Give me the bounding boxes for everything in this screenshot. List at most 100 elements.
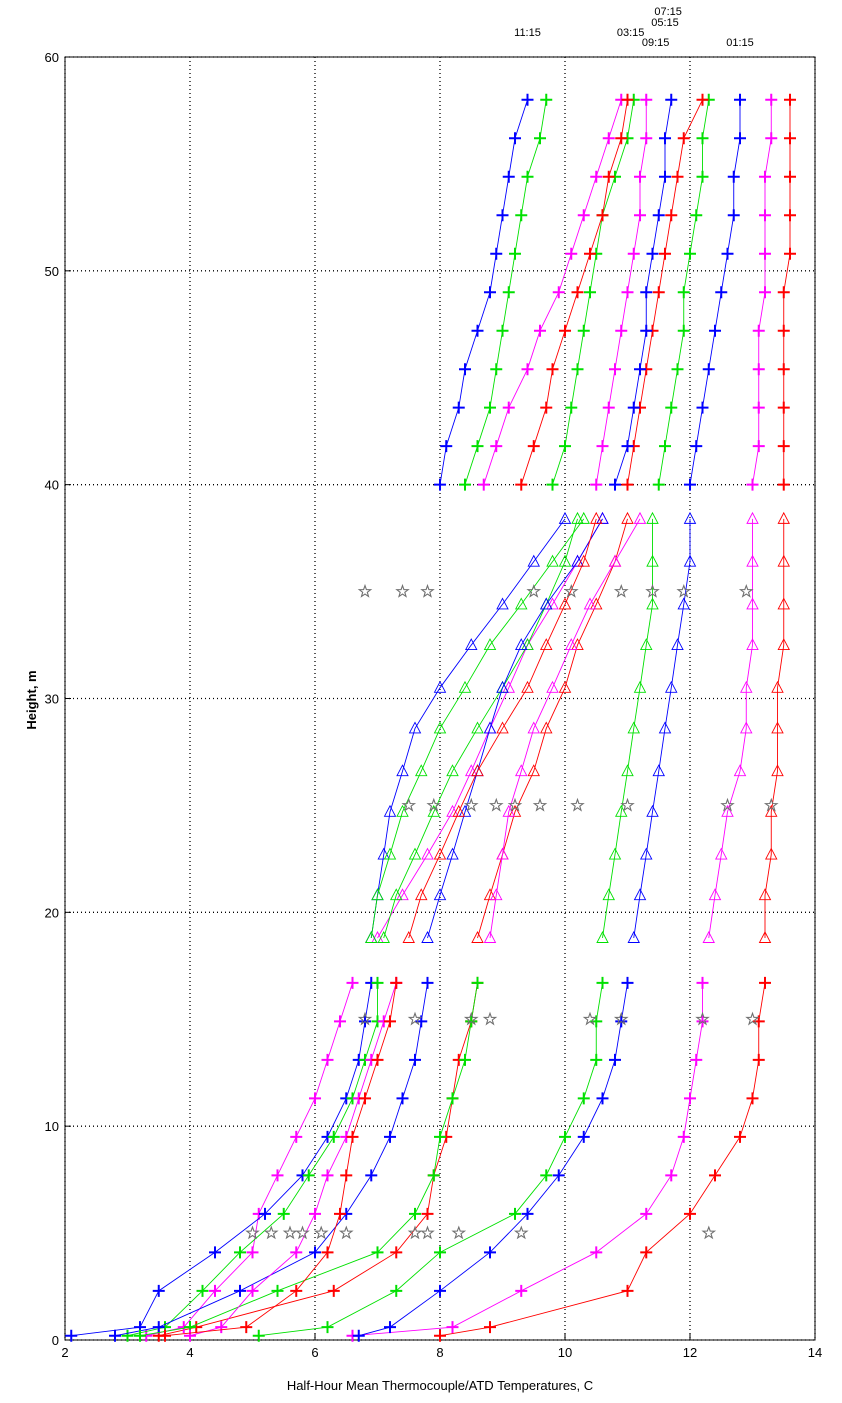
triangle-marker [571, 554, 584, 567]
plus-marker [515, 1284, 528, 1297]
series-line [689, 99, 741, 485]
triangle-marker [433, 680, 447, 693]
triangle-marker [608, 847, 622, 860]
plus-marker [627, 401, 640, 414]
triangle-marker [708, 888, 722, 901]
star-marker [720, 797, 735, 812]
triangle-marker [558, 554, 572, 567]
plus-marker [540, 1169, 553, 1182]
plus-marker [434, 1130, 446, 1143]
x-tick-label: 8 [436, 1345, 443, 1360]
plus-marker [677, 286, 690, 299]
plus-marker [621, 93, 634, 106]
plus-marker [134, 1329, 146, 1342]
plus-marker [277, 1207, 290, 1220]
plus-marker [784, 132, 796, 145]
triangle-marker [577, 511, 590, 524]
plus-marker [677, 132, 690, 145]
plus-marker [409, 1053, 421, 1066]
triangle-marker [496, 847, 509, 860]
y-tick-label: 60 [45, 50, 59, 65]
star-marker [451, 1225, 467, 1240]
plus-marker [684, 1092, 696, 1105]
series-line [158, 982, 478, 1337]
series-line [370, 518, 566, 939]
plus-marker [627, 247, 640, 260]
plus-marker [509, 132, 521, 145]
plus-marker [327, 1130, 340, 1143]
y-tick-label: 50 [45, 264, 59, 279]
star-marker [763, 797, 779, 812]
plus-marker [327, 1284, 340, 1297]
triangle-marker [471, 931, 484, 943]
y-axis-label: Height, m [24, 670, 39, 729]
plus-marker [746, 1092, 759, 1105]
triangle-marker [377, 931, 390, 943]
plus-marker [565, 401, 578, 414]
triangle-marker [502, 804, 515, 817]
triangle-marker [590, 597, 603, 610]
plus-marker [434, 1284, 446, 1297]
plus-marker [371, 1053, 384, 1066]
triangle-marker [415, 888, 428, 901]
plus-marker [640, 324, 653, 337]
plus-marker [590, 1053, 603, 1066]
plus-marker [302, 1169, 315, 1182]
triangle-marker [433, 721, 447, 734]
annotation: 03:15 [617, 27, 645, 39]
triangle-marker [452, 804, 465, 817]
star-marker [513, 1225, 529, 1240]
plus-marker [684, 1207, 696, 1220]
triangle-marker [683, 554, 697, 567]
triangle-marker [733, 764, 747, 777]
plus-marker [459, 1053, 471, 1066]
plus-marker [484, 1246, 496, 1259]
plus-marker [65, 1329, 78, 1342]
plus-marker [546, 478, 559, 491]
triangle-marker [408, 721, 422, 734]
plus-marker [521, 1207, 534, 1220]
plus-marker [684, 247, 696, 260]
plus-marker [290, 1130, 303, 1143]
series-line [114, 982, 428, 1337]
series-line [408, 518, 597, 939]
series-line [383, 518, 578, 939]
plus-marker [484, 286, 496, 299]
plus-marker [777, 401, 790, 414]
triangle-marker [758, 931, 772, 943]
plus-marker [321, 1053, 334, 1066]
star-marker [295, 1225, 310, 1240]
x-tick-label: 10 [558, 1345, 572, 1360]
triangle-marker [571, 638, 584, 650]
triangle-marker [527, 764, 540, 777]
triangle-marker [602, 888, 615, 901]
plus-marker [577, 324, 590, 337]
plus-marker [159, 1329, 171, 1342]
plus-marker [515, 209, 528, 222]
plus-marker [209, 1246, 221, 1259]
plus-marker [396, 1092, 409, 1105]
plus-marker [702, 363, 715, 376]
plus-marker [502, 401, 515, 414]
plus-marker [765, 132, 778, 145]
triangle-marker [496, 721, 509, 734]
plus-marker [621, 286, 634, 299]
plus-marker [534, 324, 546, 337]
triangle-marker [596, 511, 609, 524]
plus-marker [759, 286, 771, 299]
plus-marker [640, 286, 653, 299]
plus-marker [152, 1284, 165, 1297]
plus-marker [521, 363, 534, 376]
annotation: 05:15 [651, 17, 679, 29]
plus-marker [759, 170, 771, 183]
plus-marker [646, 247, 659, 260]
plus-marker [659, 170, 671, 183]
plus-marker [252, 1329, 265, 1342]
series-line [71, 982, 372, 1337]
plus-marker [477, 478, 490, 491]
plus-marker [346, 1130, 359, 1143]
plus-marker [290, 1284, 303, 1297]
triangle-marker [777, 554, 790, 567]
plus-marker [665, 93, 678, 106]
x-axis-label: Half-Hour Mean Thermocouple/ATD Temperat… [287, 1378, 593, 1393]
